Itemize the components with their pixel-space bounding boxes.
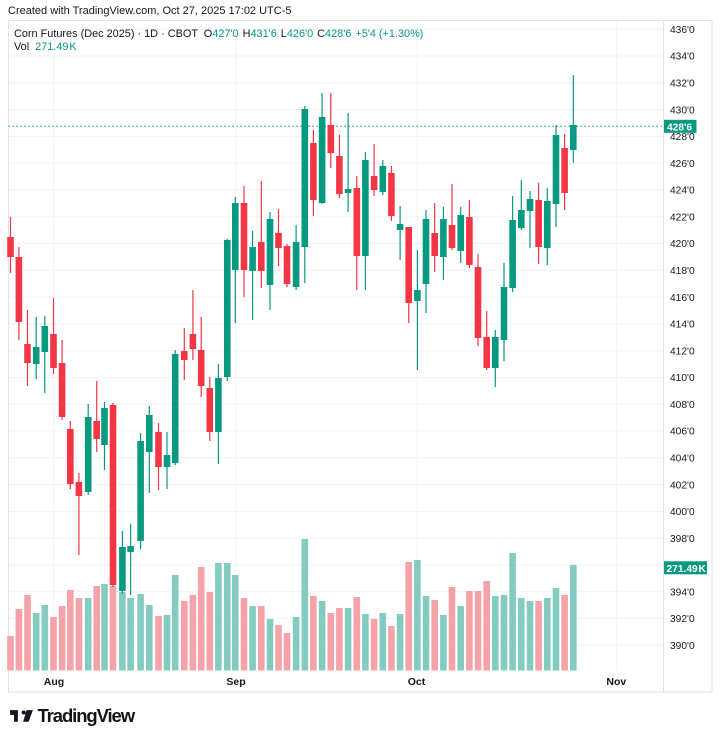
svg-text:420'0: 420'0: [670, 239, 695, 250]
svg-text:412'0: 412'0: [670, 346, 695, 357]
svg-text:TradingView: TradingView: [38, 705, 136, 726]
svg-text:Oct: Oct: [408, 676, 426, 688]
svg-text:416'0: 416'0: [670, 293, 695, 304]
svg-text:428'0: 428'0: [670, 132, 695, 143]
svg-text:Created with TradingView.com,: Created with TradingView.com, Oct 27, 20…: [8, 5, 292, 17]
svg-text:408'0: 408'0: [670, 400, 695, 411]
svg-text:Aug: Aug: [44, 676, 64, 688]
svg-text:Vol 271.49 K: Vol 271.49 K: [14, 41, 77, 53]
svg-text:392'0: 392'0: [670, 614, 695, 625]
svg-text:436'0: 436'0: [670, 25, 695, 36]
svg-text:414'0: 414'0: [670, 320, 695, 331]
svg-text:402'0: 402'0: [670, 480, 695, 491]
svg-text:430'0: 430'0: [670, 105, 695, 116]
svg-text:Sep: Sep: [226, 676, 245, 688]
svg-text:Nov: Nov: [606, 676, 626, 688]
svg-text:426'0: 426'0: [670, 159, 695, 170]
svg-text:400'0: 400'0: [670, 507, 695, 518]
svg-text:418'0: 418'0: [670, 266, 695, 277]
svg-text:Corn Futures (Dec 2025) · 1D ·: Corn Futures (Dec 2025) · 1D · CBOT O427'…: [14, 28, 423, 40]
svg-text:424'0: 424'0: [670, 186, 695, 197]
svg-text:432'0: 432'0: [670, 79, 695, 90]
svg-text:428'6: 428'6: [667, 122, 692, 133]
svg-text:434'0: 434'0: [670, 52, 695, 63]
svg-text:404'0: 404'0: [670, 454, 695, 465]
svg-text:394'0: 394'0: [670, 587, 695, 598]
svg-text:390'0: 390'0: [670, 641, 695, 652]
svg-text:271.49 K: 271.49 K: [667, 564, 707, 575]
svg-text:398'0: 398'0: [670, 534, 695, 545]
svg-text:410'0: 410'0: [670, 373, 695, 384]
svg-text:406'0: 406'0: [670, 427, 695, 438]
svg-text:422'0: 422'0: [670, 212, 695, 223]
